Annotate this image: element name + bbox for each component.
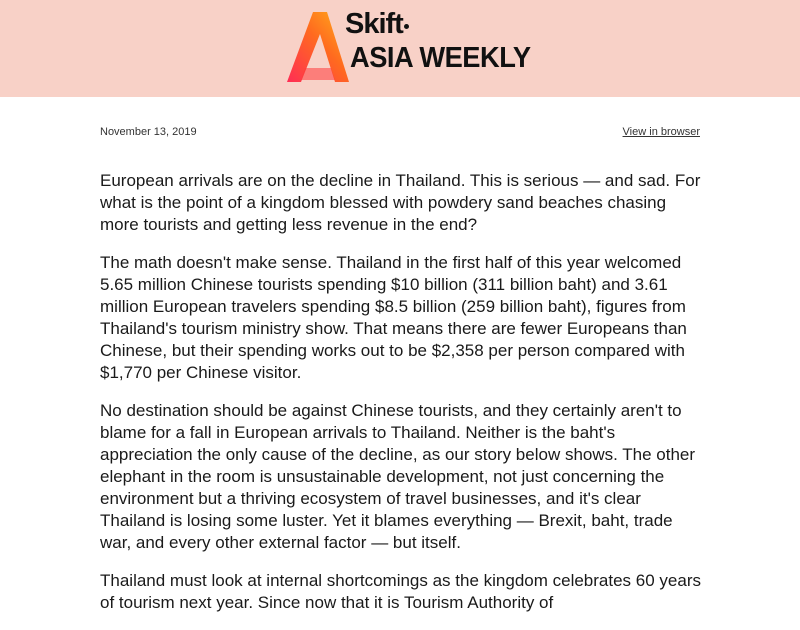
logo-title-text: ASIA WEEKLY [350, 42, 531, 74]
article-body: European arrivals are on the decline in … [100, 170, 702, 630]
article-paragraph: European arrivals are on the decline in … [100, 171, 701, 234]
article-paragraph: The math doesn't make sense. Thailand in… [100, 253, 687, 382]
article-paragraph: Thailand must look at internal shortcomi… [100, 571, 701, 612]
article-paragraph: No destination should be against Chinese… [100, 401, 696, 552]
view-in-browser-link[interactable]: View in browser [622, 126, 700, 138]
logo-brand-text: Skift [345, 8, 409, 41]
skift-asia-weekly-logo[interactable]: Skift ASIA WEEKLY [283, 8, 531, 90]
newsletter-date: November 13, 2019 [100, 126, 197, 138]
header-banner: Skift ASIA WEEKLY [0, 0, 800, 97]
skift-a-mark-icon [287, 12, 349, 82]
